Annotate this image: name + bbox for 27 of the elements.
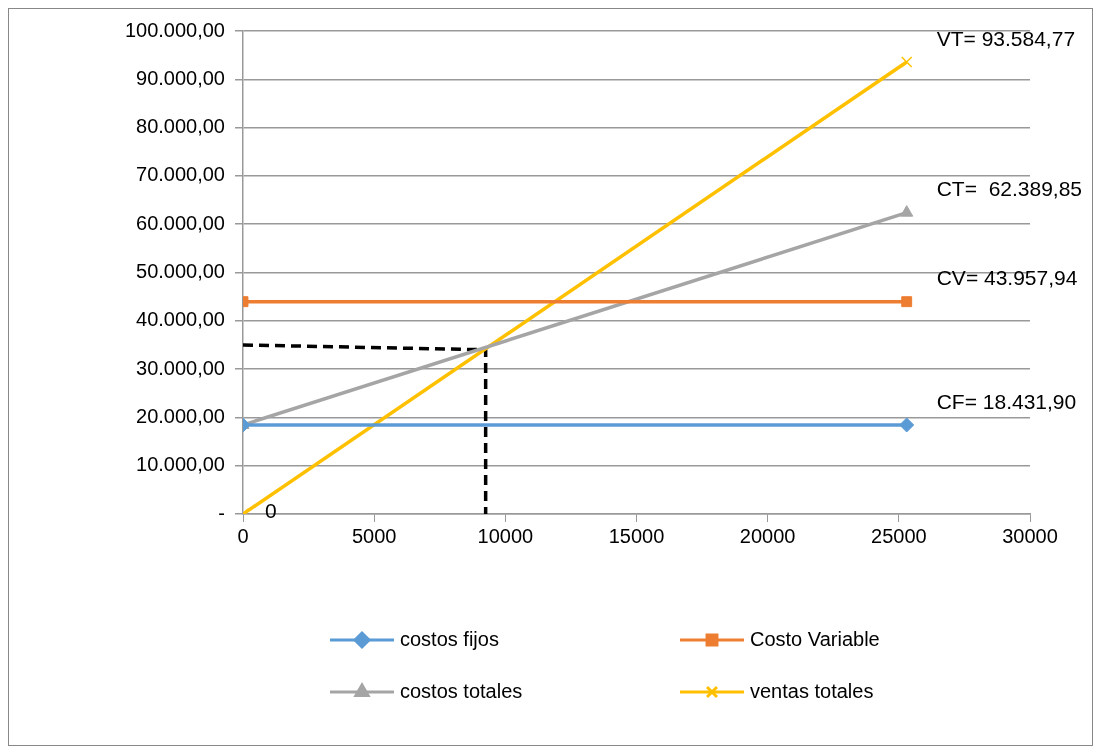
- x-tick-label: 10000: [477, 524, 534, 547]
- y-tick-label: 60.000,00: [136, 211, 225, 234]
- x-tick-label: 20000: [739, 524, 796, 547]
- y-tick-label: -: [218, 501, 225, 524]
- x-tick-label: 5000: [351, 524, 397, 547]
- legend-label: Costo Variable: [750, 627, 880, 650]
- y-tick-label: 100.000,00: [124, 18, 225, 41]
- legend-label: ventas totales: [750, 679, 874, 702]
- legend-label: costos fijos: [400, 627, 499, 650]
- data-label: CT= 62.389,85: [936, 177, 1083, 201]
- y-tick-label: 50.000,00: [136, 260, 225, 283]
- data-label: 0: [265, 498, 277, 522]
- y-tick-label: 70.000,00: [136, 163, 225, 186]
- x-tick-label: 30000: [1002, 524, 1058, 547]
- x-tick-label: 0: [237, 524, 249, 547]
- legend-label: costos totales: [400, 679, 523, 702]
- data-label: VT= 93.584,77: [936, 26, 1076, 50]
- data-label: CV= 43.957,94: [936, 266, 1078, 290]
- x-tick-label: 15000: [608, 524, 665, 547]
- y-tick-label: 90.000,00: [136, 66, 225, 89]
- x-tick-label: 25000: [871, 524, 927, 547]
- y-tick-label: 30.000,00: [136, 356, 225, 379]
- y-tick-label: 20.000,00: [136, 404, 225, 427]
- y-tick-label: 40.000,00: [136, 308, 225, 331]
- y-tick-label: 10.000,00: [136, 453, 225, 476]
- y-tick-label: 80.000,00: [136, 115, 225, 138]
- data-label: CF= 18.431,90: [936, 389, 1077, 413]
